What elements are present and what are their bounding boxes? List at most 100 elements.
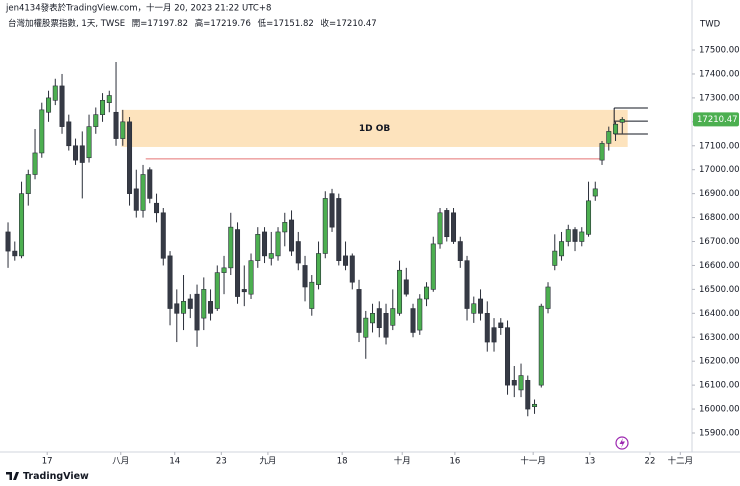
candle-body xyxy=(208,301,214,314)
candle-body xyxy=(491,327,497,343)
candle-body xyxy=(336,198,342,261)
low-value: 17151.82 xyxy=(273,19,314,29)
candle-body xyxy=(518,375,524,391)
close-value: 17210.47 xyxy=(336,19,377,29)
candle-body xyxy=(505,327,511,386)
candle-body xyxy=(86,126,92,159)
x-tick-label: 14 xyxy=(169,457,180,467)
brand: TradingView xyxy=(23,471,89,482)
y-tick-label: 16100.00 xyxy=(699,381,740,391)
candle-body xyxy=(221,267,227,273)
candle-body xyxy=(532,403,538,407)
x-tick-label: 18 xyxy=(337,457,348,467)
candle-body xyxy=(187,298,193,309)
y-tick-label: 16500.00 xyxy=(699,285,740,295)
candle-body xyxy=(565,229,571,242)
candle-body xyxy=(59,85,65,127)
y-tick-label: 16900.00 xyxy=(699,189,740,199)
candle-body xyxy=(174,303,180,314)
candle-body xyxy=(66,121,72,147)
candle-body xyxy=(268,253,274,259)
candle-body xyxy=(12,250,18,257)
candle-body xyxy=(248,260,254,295)
candle-body xyxy=(302,265,308,288)
last-price-label: 17210.47 xyxy=(697,115,738,125)
y-tick-label: 17000.00 xyxy=(699,165,740,175)
candle-body xyxy=(154,202,160,214)
candle-body xyxy=(295,241,301,264)
candle-body xyxy=(511,380,517,386)
high-value: 17219.76 xyxy=(210,19,251,29)
y-tick-label: 15900.00 xyxy=(699,429,740,439)
candle-body xyxy=(113,111,119,139)
legend: 台灣加權股票指數, 1天, TWSE 開=17197.82 高=17219.76… xyxy=(8,18,377,29)
candle-body xyxy=(424,286,430,300)
candle-body xyxy=(437,212,443,245)
candle-body xyxy=(93,114,99,127)
candle-body xyxy=(329,193,335,228)
candle-body xyxy=(464,260,470,309)
candle-body xyxy=(538,305,544,386)
candle-body xyxy=(73,145,79,161)
candle-body xyxy=(25,174,31,194)
y-tick-label: 16700.00 xyxy=(699,237,740,247)
candle-body xyxy=(559,241,565,257)
y-tick-label: 17500.00 xyxy=(699,46,740,56)
x-tick-label: 22 xyxy=(645,457,656,467)
icon-circle xyxy=(615,436,629,450)
candle-body xyxy=(167,255,173,309)
candle-body xyxy=(181,301,187,314)
currency: TWD xyxy=(699,20,721,30)
candle-body xyxy=(410,308,416,333)
candle-body xyxy=(309,281,315,309)
x-tick-label: 23 xyxy=(216,457,227,467)
candle-body xyxy=(383,313,389,338)
candle-body xyxy=(241,289,247,293)
y-tick-label: 16000.00 xyxy=(699,405,740,415)
candle-body xyxy=(592,188,598,197)
candle-body xyxy=(262,231,268,257)
y-tick-label: 17400.00 xyxy=(699,69,740,79)
candle-body xyxy=(127,121,133,194)
candle-body xyxy=(397,269,403,314)
candle-body xyxy=(282,222,288,233)
candle-body xyxy=(79,145,85,163)
y-tick-label: 16300.00 xyxy=(699,333,740,343)
candle-body xyxy=(619,119,625,123)
candle-body xyxy=(255,234,261,261)
x-tick-label: 十二月 xyxy=(668,456,694,467)
candle-body xyxy=(579,231,585,242)
lightning-icon xyxy=(615,436,629,450)
candle-body xyxy=(289,219,295,252)
candle-body xyxy=(606,131,612,144)
candle-body xyxy=(430,243,436,290)
y-tick-label: 16200.00 xyxy=(699,357,740,367)
candle-body xyxy=(370,313,376,324)
candle-body xyxy=(478,298,484,314)
icon-bolt xyxy=(619,438,625,448)
candle-body xyxy=(417,298,423,331)
logo-mark xyxy=(6,472,19,480)
candle-body xyxy=(349,255,355,283)
candle-body xyxy=(444,210,450,238)
candle-body xyxy=(194,293,200,331)
low-prefix: 低= xyxy=(258,18,274,29)
candle-body xyxy=(525,380,531,410)
candle-body xyxy=(106,95,112,103)
candle-body xyxy=(403,279,409,295)
y-tick-label: 16400.00 xyxy=(699,309,740,319)
candle-body xyxy=(275,231,281,257)
order-block-zone xyxy=(121,109,628,147)
byline: jen4134發表於TradingView.com，十一月 20, 2023 2… xyxy=(5,3,271,14)
brand-logo: TradingView xyxy=(6,471,89,482)
candle-body xyxy=(613,123,619,135)
candle-body xyxy=(100,99,106,115)
candle-body xyxy=(147,169,153,199)
candle-body xyxy=(599,143,605,161)
plot-area: 1D OB xyxy=(5,61,648,417)
candle-body xyxy=(52,85,58,101)
x-tick-label: 13 xyxy=(584,457,595,467)
candle-body xyxy=(19,193,25,257)
y-tick-label: 17300.00 xyxy=(699,93,740,103)
